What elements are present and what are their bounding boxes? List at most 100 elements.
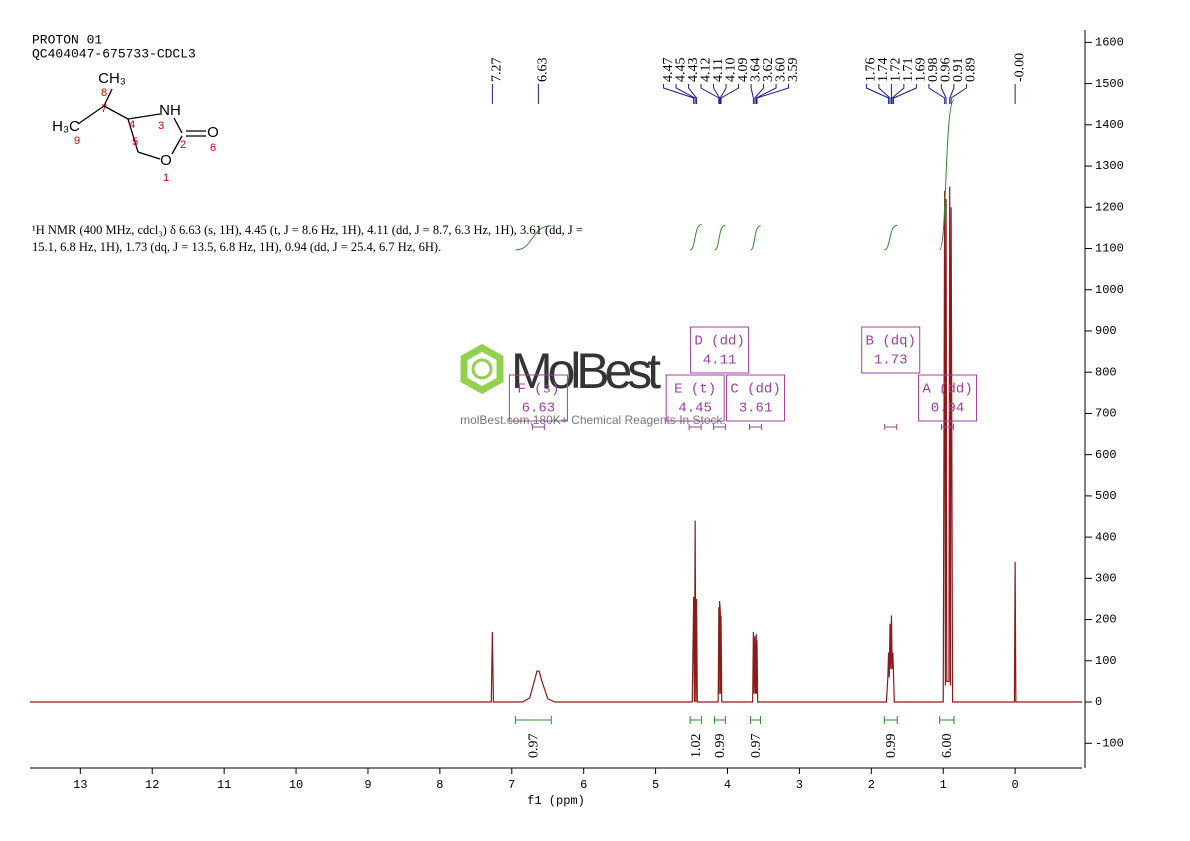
multiplet-label: B (dq) — [866, 334, 916, 350]
atom-label: O — [160, 152, 172, 169]
x-tick-label: 9 — [364, 778, 371, 792]
peak-label: 3.59 — [786, 58, 801, 83]
bond — [137, 151, 161, 160]
peak-connector — [720, 84, 740, 104]
multiplet-shift: 4.11 — [703, 353, 737, 369]
integral-curve — [884, 224, 898, 251]
x-tick-label: 10 — [289, 778, 303, 792]
peak-label: 7.27 — [490, 58, 505, 83]
multiplet-shift: 3.61 — [739, 401, 773, 417]
watermark: MolBest — [511, 343, 661, 399]
atom-label: CH₃ — [98, 70, 126, 87]
y-tick-label: 1100 — [1095, 242, 1124, 256]
integral-bracket — [689, 716, 703, 724]
bond — [127, 118, 139, 153]
atom-number: 4 — [129, 119, 135, 131]
peak-connector — [700, 84, 720, 104]
peak-label: 0.91 — [951, 58, 966, 83]
peak-label: 1.74 — [876, 58, 891, 83]
peak-label: 0.89 — [964, 58, 979, 83]
multiplet-range — [531, 424, 545, 430]
multiplet-range — [941, 424, 955, 430]
multiplet-shift: 0.94 — [931, 401, 965, 417]
multiplet-shift: 6.63 — [522, 401, 556, 417]
integral-bracket — [750, 716, 762, 724]
integral-bracket — [883, 716, 898, 724]
peak-label: 0.96 — [939, 58, 954, 83]
peak-connector — [940, 84, 947, 104]
bond — [127, 113, 161, 120]
y-tick-label: 0 — [1095, 695, 1102, 709]
atom-number: 2 — [180, 139, 186, 151]
x-tick-label: 7 — [508, 778, 515, 792]
x-tick-label: 5 — [652, 778, 659, 792]
header-line: PROTON 01 — [32, 32, 102, 47]
y-tick-label: 100 — [1095, 654, 1117, 668]
logo-ring — [471, 358, 493, 380]
y-tick-label: -100 — [1095, 736, 1124, 750]
peak-connector — [928, 84, 946, 104]
y-tick-label: 900 — [1095, 324, 1117, 338]
x-tick-label: 4 — [724, 778, 731, 792]
multiplet-box — [690, 326, 750, 374]
multiplet-label: C (dd) — [730, 382, 780, 398]
multiplet-shift: 4.45 — [678, 401, 712, 417]
atom-number: 6 — [210, 142, 216, 154]
peak-label: 6.63 — [536, 58, 551, 83]
peak-connector — [891, 84, 905, 104]
integral-curve — [750, 225, 761, 251]
peak-label: -0.00 — [1012, 53, 1027, 82]
x-tick-label: 12 — [145, 778, 159, 792]
watermark-logo — [460, 343, 504, 395]
peak-label: 4.43 — [686, 58, 701, 83]
multiplet-range — [688, 424, 702, 430]
integral-bracket — [514, 716, 552, 724]
y-tick-label: 200 — [1095, 613, 1117, 627]
peak-label: 1.72 — [889, 58, 904, 83]
peak-label: 0.98 — [926, 58, 941, 83]
x-tick-label: 6 — [580, 778, 587, 792]
integral-label: 0.99 — [713, 734, 728, 759]
peak-label: 3.60 — [773, 58, 788, 83]
multiplet-range — [713, 424, 727, 430]
atom-number: 8 — [101, 87, 107, 99]
watermark-subtitle: molBest.com,180K+ Chemical Reagents In S… — [460, 413, 726, 427]
y-tick-label: 1400 — [1095, 118, 1124, 132]
peak-label: 3.62 — [761, 58, 776, 83]
y-tick-label: 800 — [1095, 365, 1117, 379]
integral-curve — [939, 99, 955, 251]
peak-label: 3.64 — [748, 58, 763, 83]
atom-number: 7 — [101, 103, 107, 115]
peak-connector — [865, 84, 890, 104]
multiplet-range — [884, 424, 898, 430]
integral-label: 1.02 — [689, 734, 704, 759]
peak-connector — [950, 84, 967, 104]
peak-connector — [756, 84, 790, 104]
y-tick-label: 500 — [1095, 489, 1117, 503]
spectrum-line — [30, 186, 1082, 703]
y-tick-label: 700 — [1095, 407, 1117, 421]
atom-label: NH — [159, 102, 181, 119]
x-tick-label: 1 — [940, 778, 947, 792]
integral-bracket — [939, 716, 955, 724]
peak-label: 4.10 — [723, 58, 738, 83]
peak-label: 4.12 — [698, 58, 713, 83]
x-tick-label: 11 — [217, 778, 231, 792]
y-tick-label: 1600 — [1095, 36, 1124, 50]
peak-connector — [675, 84, 696, 104]
y-tick-label: 1000 — [1095, 283, 1124, 297]
integral-label: 6.00 — [940, 734, 955, 759]
x-tick-label: 3 — [796, 778, 803, 792]
atom-number: 5 — [132, 136, 138, 148]
integral-label: 0.97 — [527, 734, 542, 759]
x-tick-label: 8 — [436, 778, 443, 792]
y-tick-label: 1200 — [1095, 200, 1124, 214]
peak-label: 4.09 — [736, 58, 751, 83]
x-tick-label: 0 — [1012, 778, 1019, 792]
integral-label: 0.99 — [884, 734, 899, 759]
integral-curve — [714, 224, 726, 251]
peak-connector — [754, 84, 765, 104]
header-line: QC404047-675733-CDCL3 — [32, 46, 196, 61]
multiplet-label: E (t) — [674, 382, 716, 398]
